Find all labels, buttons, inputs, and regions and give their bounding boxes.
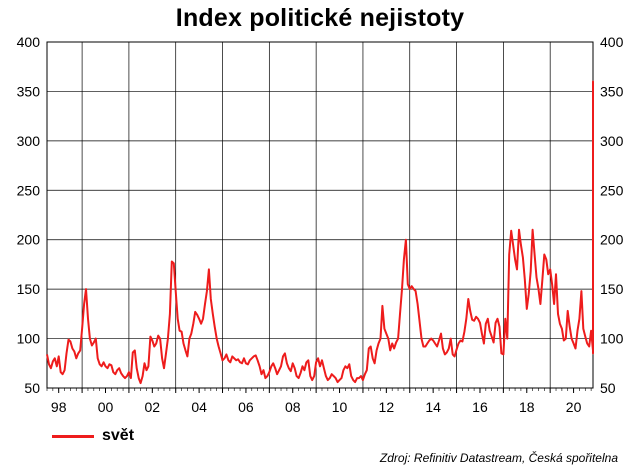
y-tick-label-right: 350: [600, 83, 624, 99]
y-tick-label-right: 100: [600, 331, 624, 347]
x-tick-label: 18: [519, 399, 535, 415]
y-tick-label-left: 150: [17, 281, 41, 297]
x-tick-label: 08: [285, 399, 301, 415]
grid-lines: [47, 41, 593, 389]
y-tick-label-right: 250: [600, 182, 624, 198]
x-tick-label: 00: [98, 399, 114, 415]
x-tick-label: 20: [566, 399, 582, 415]
series-line-svet: [46, 80, 594, 385]
y-tick-label-right: 300: [600, 133, 624, 149]
y-tick-label-left: 100: [17, 331, 41, 347]
y-tick-label-left: 250: [17, 182, 41, 198]
x-axis: 98 00 02 04 06 08 10 12 14 16 18 20: [46, 388, 592, 415]
x-tick-label: 04: [191, 399, 207, 415]
chart-title: Index politické nejistoty: [175, 4, 465, 32]
x-tick-label: 16: [472, 399, 488, 415]
legend-swatch-svet: [52, 434, 94, 438]
x-tick-label: 10: [332, 399, 348, 415]
y-tick-label-left: 200: [17, 232, 41, 248]
legend: svět: [52, 426, 134, 446]
y-axis-right: 50 100 150 200 250 300 350 400: [600, 34, 624, 396]
x-tick-label: 02: [145, 399, 161, 415]
legend-label-svet: svět: [102, 427, 135, 444]
x-tick-label: 12: [379, 399, 395, 415]
source-note: Zdroj: Refinitiv Datastream, Česká spoři…: [379, 451, 618, 465]
x-tick-label: 98: [51, 399, 67, 415]
y-tick-label-right: 150: [600, 281, 624, 297]
y-tick-label-right: 400: [600, 34, 624, 50]
y-tick-label-left: 400: [17, 34, 41, 50]
y-tick-label-right: 50: [600, 380, 616, 396]
y-tick-label-right: 200: [600, 232, 624, 248]
x-tick-label: 14: [425, 399, 441, 415]
y-tick-label-left: 300: [17, 133, 41, 149]
x-tick-label: 06: [238, 399, 254, 415]
y-tick-label-left: 350: [17, 83, 41, 99]
y-axis-left: 50 100 150 200 250 300 350 400: [17, 34, 41, 396]
y-tick-label-left: 50: [24, 380, 40, 396]
